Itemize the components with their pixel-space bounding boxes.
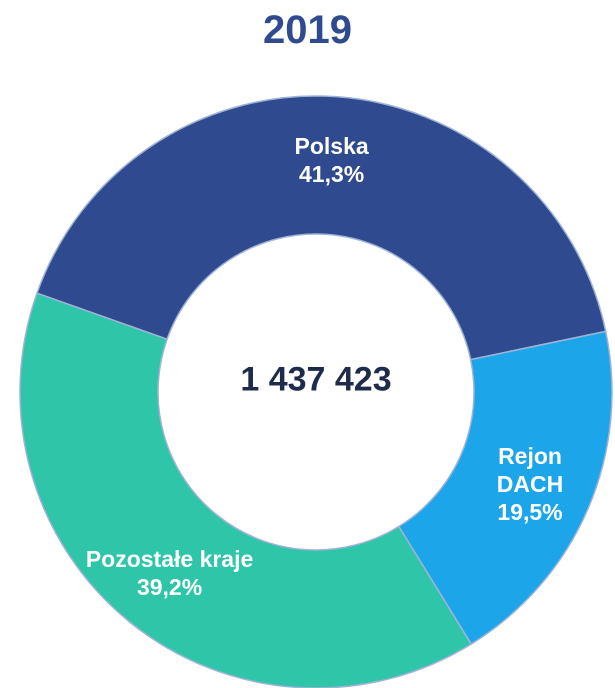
- category-label: Rejon DACH: [496, 443, 564, 498]
- segment-label: Polska 41,3%: [262, 132, 402, 188]
- category-label: Polska: [294, 132, 369, 159]
- segment-label: Pozostałe kraje 39,2%: [85, 545, 255, 601]
- segment-label: Rejon DACH 19,5%: [480, 442, 580, 526]
- donut-segment: [397, 330, 613, 646]
- chart-title: 2019: [263, 8, 352, 52]
- value-label: 41,3%: [298, 160, 365, 187]
- donut-segment: [19, 292, 473, 688]
- category-label: Pozostałe kraje: [85, 546, 254, 573]
- donut-segment: [36, 95, 607, 361]
- value-label: 39,2%: [136, 574, 203, 601]
- center-total: 1 437 423: [240, 360, 392, 399]
- value-label: 19,5%: [497, 499, 563, 526]
